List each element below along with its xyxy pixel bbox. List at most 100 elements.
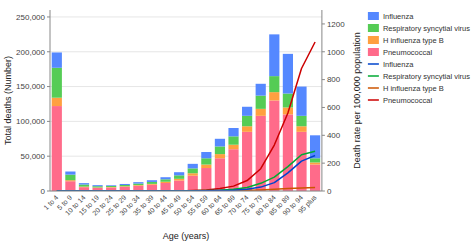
legend-swatch	[368, 63, 379, 65]
bar	[120, 184, 130, 185]
bar	[256, 116, 266, 191]
legend-label: Pneumococcal	[383, 48, 433, 57]
bar	[215, 146, 225, 154]
y2-tick	[322, 107, 325, 108]
bar	[296, 87, 306, 116]
y2-tick	[322, 51, 325, 52]
grid-line	[50, 121, 322, 122]
bar	[65, 180, 75, 181]
legend-swatch	[368, 36, 379, 44]
legend-label: Respiratory syncytial virus	[383, 72, 470, 81]
y-tick	[47, 51, 50, 52]
bar	[147, 185, 157, 191]
bar	[92, 186, 102, 187]
y-tick	[47, 121, 50, 122]
bar	[283, 54, 293, 94]
bar	[52, 68, 62, 98]
bar	[256, 84, 266, 96]
bar	[133, 186, 143, 191]
y2-tick-label: 400	[327, 131, 341, 140]
grid-line	[50, 191, 322, 192]
bar	[120, 185, 130, 186]
y2-tick-label: 1000	[327, 48, 345, 57]
bar	[256, 109, 266, 116]
legend-swatch	[368, 24, 379, 32]
grid-line	[50, 86, 322, 87]
bar	[188, 168, 198, 173]
bar	[52, 106, 62, 191]
bar	[215, 158, 225, 191]
axes: 050,000100,000150,000200,000250,00002004…	[16, 10, 345, 217]
y2-tick	[322, 163, 325, 164]
grid-line	[50, 16, 322, 17]
bar	[92, 185, 102, 186]
y-tick-label: 150,000	[16, 82, 45, 91]
y-tick-label: 200,000	[16, 48, 45, 57]
y-tick	[47, 191, 50, 192]
bar	[106, 185, 116, 187]
bar	[310, 158, 320, 162]
y2-tick-label: 200	[327, 159, 341, 168]
bar	[65, 181, 75, 191]
y-tick-label: 250,000	[16, 13, 45, 22]
bar	[296, 126, 306, 132]
bar	[269, 92, 279, 100]
bar	[188, 173, 198, 175]
grid-line	[50, 51, 322, 52]
grid-line	[50, 156, 322, 157]
bar	[228, 128, 238, 136]
bar	[242, 107, 252, 116]
y-axis-title: Total deaths (Number)	[3, 56, 13, 145]
bar	[242, 116, 252, 126]
bar	[174, 181, 184, 191]
y2-tick	[322, 23, 325, 24]
bar	[201, 152, 211, 158]
legend-label: Pneumococcal	[383, 96, 433, 105]
bar	[160, 182, 170, 183]
bar	[160, 179, 170, 181]
line	[57, 151, 315, 191]
legend: Influenza Respiratory syncytial virus H in…	[368, 12, 470, 105]
y2-tick	[322, 135, 325, 136]
y-tick-label: 50,000	[21, 152, 46, 161]
line	[57, 42, 315, 191]
legend-label: Respiratory syncytial virus	[383, 24, 470, 33]
bar	[174, 175, 184, 178]
legend-swatch	[368, 12, 379, 20]
y2-tick-label: 800	[327, 75, 341, 84]
bar	[228, 145, 238, 150]
bar	[256, 96, 266, 109]
x-axis-line	[50, 191, 322, 192]
bar-series	[52, 68, 320, 188]
bar	[52, 52, 62, 67]
bar	[160, 177, 170, 179]
bar	[228, 136, 238, 144]
bar	[188, 164, 198, 169]
bar	[215, 139, 225, 147]
bar	[160, 183, 170, 191]
bar	[269, 76, 279, 92]
bar	[120, 186, 130, 188]
bar	[174, 172, 184, 175]
bar	[296, 116, 306, 126]
bar	[201, 168, 211, 191]
bar	[106, 186, 116, 187]
chart: Influenza Respiratory syncytial virus H in…	[0, 0, 474, 243]
x-axis-title: Age (years)	[163, 231, 210, 241]
legend-label: Influenza	[383, 12, 414, 21]
y2-tick	[322, 79, 325, 80]
y2-tick	[322, 191, 325, 192]
legend-label: H influenza type B	[383, 36, 444, 45]
y2-tick-label: 600	[327, 103, 341, 112]
legend-swatch	[368, 75, 379, 77]
legend-swatch	[368, 99, 379, 101]
y-tick-label: 0	[41, 187, 46, 196]
bar	[310, 162, 320, 164]
y-tick	[47, 16, 50, 17]
bar	[147, 180, 157, 182]
bar	[201, 158, 211, 164]
x-tick-label: 95 plus	[297, 193, 319, 215]
bar	[65, 172, 75, 175]
y2-axis-line	[321, 10, 322, 191]
bar	[269, 34, 279, 76]
